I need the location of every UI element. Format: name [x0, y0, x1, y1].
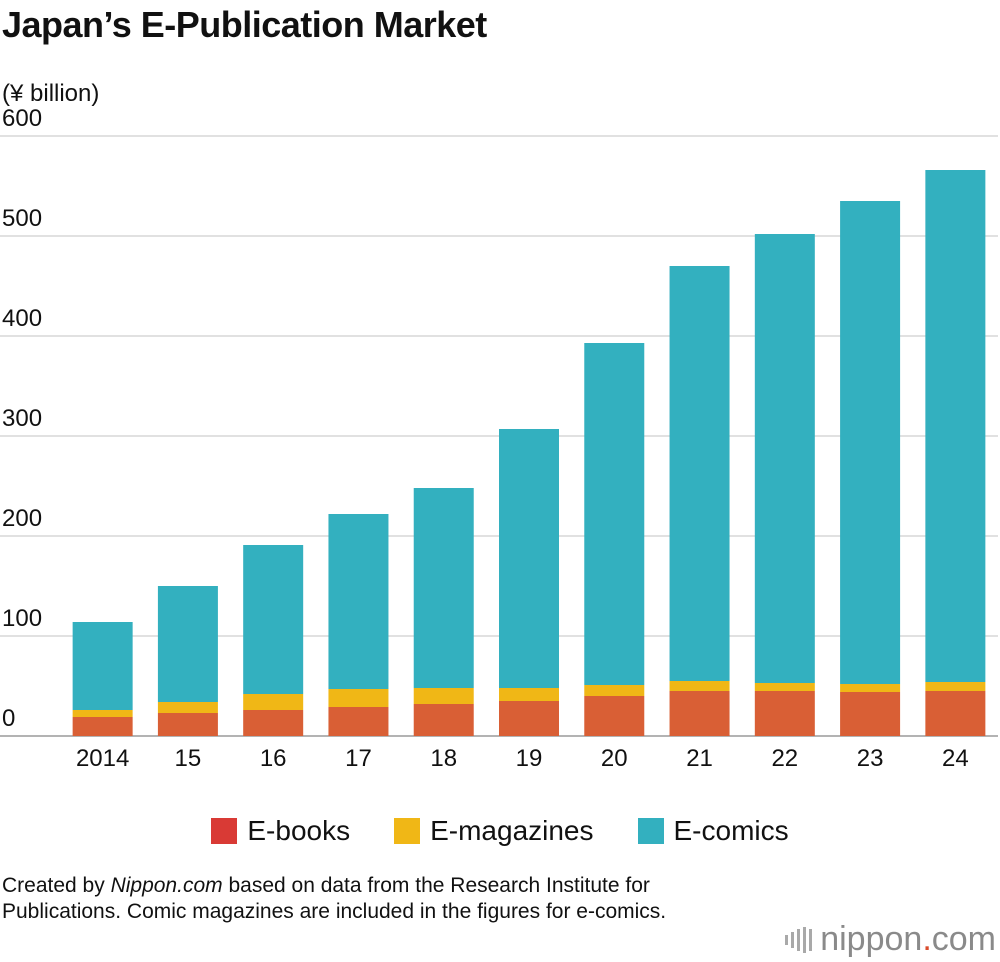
bar-e-books-21 — [669, 691, 730, 736]
bar-e-comics-24 — [925, 170, 986, 682]
brand-name: nippon — [820, 920, 923, 958]
bar-e-books-19 — [499, 701, 559, 736]
x-tick-label-24: 24 — [942, 745, 969, 772]
bar-e-comics-2014 — [72, 622, 133, 710]
bar-e-magazines-21 — [669, 681, 730, 691]
brand-dot: . — [922, 920, 932, 958]
legend-item-e-magazines: E-magazines — [394, 815, 594, 847]
bar-e-comics-21 — [669, 266, 730, 681]
bar-e-magazines-23 — [840, 684, 901, 692]
y-tick-label-400: 400 — [2, 305, 42, 332]
y-tick-label-500: 500 — [2, 205, 42, 232]
source-note-text: based on data from the Research Institut… — [2, 874, 667, 923]
x-tick-label-20: 20 — [601, 745, 628, 772]
y-axis-unit-label: (¥ billion) — [2, 80, 100, 107]
bar-e-magazines-20 — [584, 685, 645, 696]
bar-e-comics-20 — [584, 343, 645, 685]
legend-label-e-comics: E-comics — [673, 815, 789, 846]
bar-e-comics-22 — [754, 234, 815, 683]
bar-e-books-20 — [584, 696, 645, 736]
bar-e-comics-17 — [328, 514, 389, 689]
bar-e-magazines-19 — [499, 688, 559, 701]
x-tick-label-22: 22 — [771, 745, 798, 772]
sound-bars-icon — [785, 926, 813, 953]
source-note-prefix: Created by — [2, 874, 111, 897]
x-tick-label-15: 15 — [175, 745, 202, 772]
legend-swatch-e-magazines — [394, 818, 421, 844]
brand-text: nippon.com — [820, 920, 996, 959]
x-tick-label-23: 23 — [857, 745, 884, 772]
chart-title: Japan’s E-Publication Market — [2, 4, 487, 45]
y-tick-label-600: 600 — [2, 105, 42, 132]
bar-e-comics-16 — [243, 545, 304, 694]
x-tick-label-18: 18 — [430, 745, 457, 772]
chart-legend: E-books E-magazines E-comics — [0, 815, 1000, 847]
source-note: Created by Nippon.com based on data from… — [2, 873, 762, 925]
bar-e-books-17 — [328, 707, 389, 736]
source-note-site: Nippon.com — [110, 874, 223, 897]
bar-e-magazines-2014 — [72, 710, 133, 717]
legend-label-e-books: E-books — [247, 815, 351, 846]
stacked-bar-chart: 0 100 200 300 400 500 600 2014 15 16 17 18 19 20 21 22… — [0, 105, 998, 772]
bar-e-magazines-22 — [754, 683, 815, 691]
bar-e-magazines-16 — [243, 694, 304, 710]
legend-label-e-magazines: E-magazines — [430, 815, 594, 846]
bar-e-books-2014 — [72, 717, 133, 736]
bar-e-magazines-17 — [328, 689, 389, 707]
x-tick-label-16: 16 — [260, 745, 287, 772]
y-tick-label-100: 100 — [2, 605, 42, 632]
bar-e-books-18 — [413, 704, 474, 736]
bar-e-books-23 — [840, 692, 901, 736]
nippon-com-logo: nippon.com — [785, 920, 996, 959]
bar-e-comics-18 — [413, 488, 474, 688]
bar-e-books-16 — [243, 710, 304, 736]
x-tick-label-17: 17 — [345, 745, 372, 772]
legend-item-e-comics: E-comics — [637, 815, 789, 847]
bar-e-magazines-24 — [925, 682, 986, 691]
x-tick-label-19: 19 — [516, 745, 543, 772]
y-tick-label-300: 300 — [2, 405, 42, 432]
bar-e-magazines-18 — [413, 688, 474, 704]
bar-e-comics-15 — [157, 586, 218, 702]
legend-swatch-e-comics — [637, 818, 664, 844]
bar-e-books-24 — [925, 691, 986, 736]
bar-e-books-22 — [754, 691, 815, 736]
bar-e-comics-19 — [499, 429, 559, 688]
brand-suffix: com — [931, 920, 996, 958]
legend-swatch-e-books — [211, 818, 238, 844]
legend-item-e-books: E-books — [211, 815, 350, 847]
bar-e-books-15 — [157, 713, 218, 736]
bar-e-comics-23 — [840, 201, 901, 684]
y-tick-label-0: 0 — [2, 705, 15, 732]
x-tick-label-21: 21 — [686, 745, 713, 772]
y-tick-label-200: 200 — [2, 505, 42, 532]
x-tick-label-2014: 2014 — [76, 745, 129, 772]
bar-e-magazines-15 — [157, 702, 218, 713]
